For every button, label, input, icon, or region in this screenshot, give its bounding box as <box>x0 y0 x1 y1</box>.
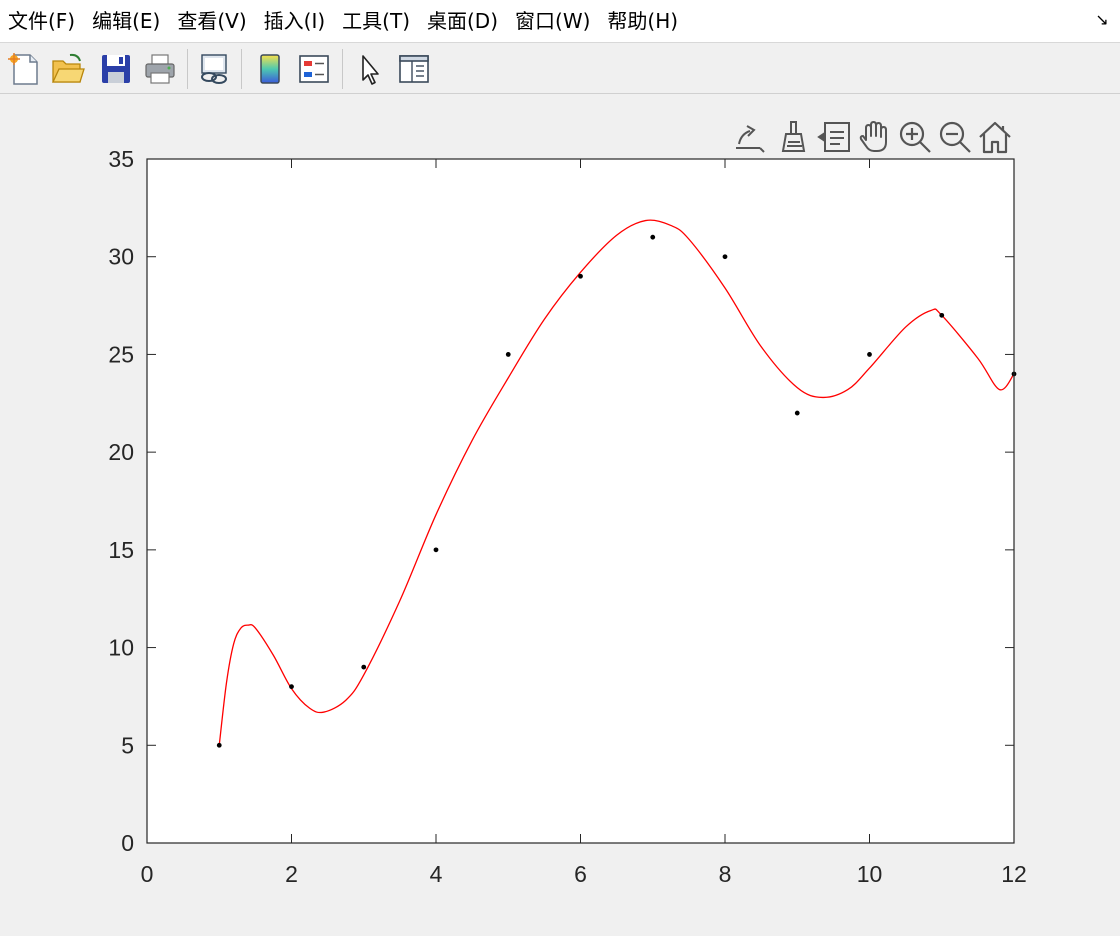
x-tick-label: 8 <box>719 861 732 887</box>
x-tick-label: 10 <box>857 861 883 887</box>
tick-labels-layer: 0 2 4 6 8 10 12 0 5 10 15 20 25 30 35 <box>108 146 1026 887</box>
data-point <box>939 312 945 318</box>
colorbar-icon[interactable] <box>252 51 288 87</box>
menu-insert[interactable]: 插入(I) <box>263 9 326 33</box>
data-point <box>361 664 367 670</box>
x-tick-label: 6 <box>574 861 587 887</box>
x-tick-label: 12 <box>1001 861 1027 887</box>
data-point <box>216 742 222 748</box>
y-tick-label: 20 <box>108 439 134 465</box>
menu-file[interactable]: 文件(F) <box>8 9 76 33</box>
y-tick-label: 0 <box>121 830 134 856</box>
menu-tools[interactable]: 工具(T) <box>342 9 410 33</box>
axes-background <box>147 159 1014 843</box>
figure-toolbar <box>0 43 1120 94</box>
toolbar-separator <box>342 49 343 89</box>
y-tick-label: 30 <box>108 244 134 270</box>
save-icon[interactable] <box>98 51 134 87</box>
y-tick-label: 25 <box>108 341 134 367</box>
data-point <box>867 352 872 357</box>
x-tick-label: 2 <box>285 861 298 887</box>
menu-bar: 文件(F) 编辑(E) 查看(V) 插入(I) 工具(T) 桌面(D) 窗口(W… <box>0 0 1120 43</box>
export-icon[interactable] <box>730 118 768 156</box>
open-file-icon[interactable] <box>50 51 86 87</box>
link-plot-icon[interactable] <box>196 51 232 87</box>
new-figure-icon[interactable] <box>6 51 42 87</box>
print-icon[interactable] <box>142 51 178 87</box>
toolbar-separator <box>187 49 188 89</box>
collapse-arrow-icon[interactable]: ↘ <box>1095 10 1109 29</box>
data-point <box>578 273 583 279</box>
toolbar-separator <box>241 49 242 89</box>
edit-plot-arrow-icon[interactable] <box>353 51 389 87</box>
menu-edit[interactable]: 编辑(E) <box>92 9 161 33</box>
data-tips-icon[interactable] <box>816 118 854 156</box>
fit-curve-line <box>218 219 1015 746</box>
y-tick-label: 10 <box>108 635 134 661</box>
menu-window[interactable]: 窗口(W) <box>515 9 591 33</box>
x-tick-label: 4 <box>430 861 443 887</box>
legend-icon[interactable] <box>296 51 332 87</box>
data-point <box>505 352 511 357</box>
data-point <box>289 684 294 690</box>
y-tick-label: 5 <box>121 732 134 758</box>
y-tick-label: 35 <box>108 146 134 172</box>
zoom-out-icon[interactable] <box>936 118 974 156</box>
property-inspector-icon[interactable] <box>396 51 432 87</box>
axes-frame <box>146 158 1015 844</box>
menu-help[interactable]: 帮助(H) <box>607 9 679 33</box>
home-icon[interactable] <box>976 118 1014 156</box>
data-point <box>433 547 439 553</box>
axes-toolbar <box>730 118 1015 158</box>
menu-desktop[interactable]: 桌面(D) <box>427 9 499 33</box>
brush-icon[interactable] <box>774 118 812 156</box>
y-tick-label: 15 <box>108 537 134 563</box>
zoom-in-icon[interactable] <box>896 118 934 156</box>
data-point <box>722 254 728 260</box>
x-tick-label: 0 <box>141 861 154 887</box>
data-point <box>794 410 800 416</box>
pan-hand-icon[interactable] <box>856 118 894 156</box>
menu-view[interactable]: 查看(V) <box>177 9 247 33</box>
data-point <box>650 234 656 240</box>
